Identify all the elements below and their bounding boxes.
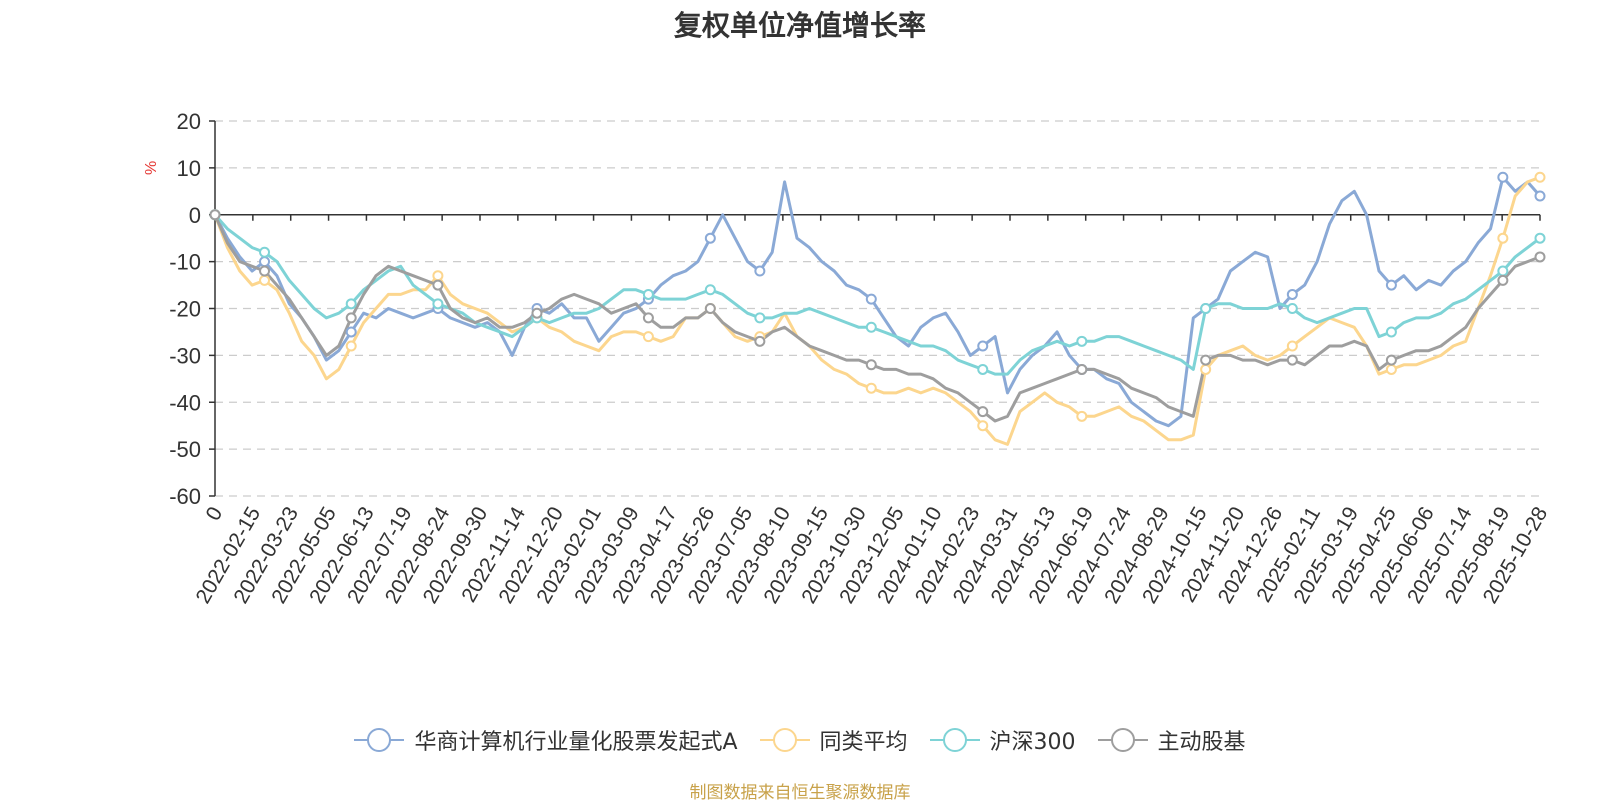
series-marker-3 — [704, 303, 716, 314]
series-marker-3 — [1385, 354, 1397, 366]
series-marker-1 — [1286, 340, 1298, 352]
marker-layer — [209, 171, 1546, 432]
x-tick-label: 0 — [202, 503, 228, 525]
y-tick-label: 0 — [189, 203, 201, 228]
axis-layer: 20100-10-20-30-40-50-60%02022-02-152022-… — [143, 109, 1552, 608]
series-marker-0 — [1286, 288, 1298, 300]
y-tick-label: 20 — [177, 109, 201, 134]
series-marker-0 — [1497, 171, 1509, 183]
chart-title: 复权单位净值增长率 — [673, 9, 926, 42]
series-marker-2 — [1076, 335, 1088, 347]
series-marker-1 — [1200, 363, 1212, 375]
series-marker-3 — [977, 406, 989, 418]
legend-label: 主动股基 — [1157, 730, 1246, 755]
y-tick-label: -40 — [169, 390, 201, 415]
legend-swatch-icon — [1097, 726, 1148, 754]
series-marker-2 — [432, 298, 444, 310]
series-marker-2 — [977, 363, 989, 375]
series-marker-1 — [1497, 232, 1509, 244]
series-marker-1 — [1385, 363, 1397, 375]
series-marker-1 — [977, 420, 989, 432]
series-marker-2 — [642, 288, 654, 300]
legend-swatch-icon — [354, 726, 405, 754]
legend-item-3[interactable]: 主动股基 — [1097, 724, 1246, 756]
series-marker-3 — [1497, 274, 1509, 286]
series-marker-2 — [1385, 326, 1397, 338]
y-tick-label: -10 — [169, 250, 201, 275]
series-marker-0 — [977, 340, 989, 352]
series-marker-2 — [1286, 303, 1298, 314]
legend-label: 沪深300 — [989, 730, 1076, 755]
series-marker-2 — [1534, 232, 1546, 244]
series-marker-0 — [704, 232, 716, 244]
y-tick-label: -20 — [169, 297, 201, 322]
line-chart: 20100-10-20-30-40-50-60%02022-02-152022-… — [143, 109, 1552, 608]
y-tick-label: -50 — [169, 437, 201, 462]
series-marker-3 — [1534, 251, 1546, 263]
series-marker-1 — [345, 340, 357, 352]
legend-swatch-icon — [929, 726, 980, 754]
series-marker-3 — [1076, 363, 1088, 375]
series-marker-3 — [259, 265, 271, 277]
series-marker-3 — [865, 359, 877, 371]
legend-label: 华商计算机行业量化股票发起式A — [414, 730, 738, 755]
series-marker-3 — [345, 312, 357, 324]
series-layer — [213, 175, 1542, 446]
y-tick-label: -30 — [169, 343, 201, 368]
series-marker-0 — [754, 265, 766, 277]
legend-label: 同类平均 — [819, 730, 908, 755]
y-axis-label: % — [143, 161, 160, 175]
series-marker-0 — [259, 256, 271, 268]
legend-swatch-icon — [759, 726, 810, 754]
series-line-2 — [213, 213, 1541, 376]
series-marker-1 — [865, 382, 877, 394]
series-marker-2 — [345, 298, 357, 310]
chart-legend: 华商计算机行业量化股票发起式A 同类平均 沪深300 主动股基 — [0, 724, 1600, 756]
series-marker-3 — [1286, 354, 1298, 366]
legend-item-1[interactable]: 同类平均 — [759, 724, 908, 756]
series-marker-2 — [259, 246, 271, 258]
series-marker-2 — [865, 321, 877, 333]
series-marker-1 — [642, 331, 654, 343]
series-marker-3 — [432, 279, 444, 291]
series-marker-1 — [1076, 410, 1088, 422]
series-marker-3 — [642, 312, 654, 324]
y-tick-label: -60 — [169, 484, 201, 509]
series-marker-1 — [1534, 171, 1546, 183]
series-marker-2 — [1200, 303, 1212, 314]
legend-item-0[interactable]: 华商计算机行业量化股票发起式A — [354, 724, 738, 756]
series-marker-3 — [531, 307, 543, 319]
series-marker-2 — [754, 312, 766, 324]
series-marker-1 — [259, 274, 271, 286]
series-marker-3 — [754, 335, 766, 347]
series-marker-2 — [704, 284, 716, 296]
series-marker-1 — [432, 270, 444, 282]
legend-item-2[interactable]: 沪深300 — [929, 724, 1076, 756]
series-marker-0 — [865, 293, 877, 305]
series-marker-0 — [1385, 279, 1397, 291]
series-marker-3 — [1200, 354, 1212, 366]
series-marker-0 — [345, 326, 357, 338]
source-note: 制图数据来自恒生聚源数据库 — [689, 783, 911, 803]
series-marker-2 — [1497, 265, 1509, 277]
series-marker-3 — [209, 209, 221, 221]
series-marker-0 — [1534, 190, 1546, 202]
y-tick-label: 10 — [177, 156, 201, 181]
